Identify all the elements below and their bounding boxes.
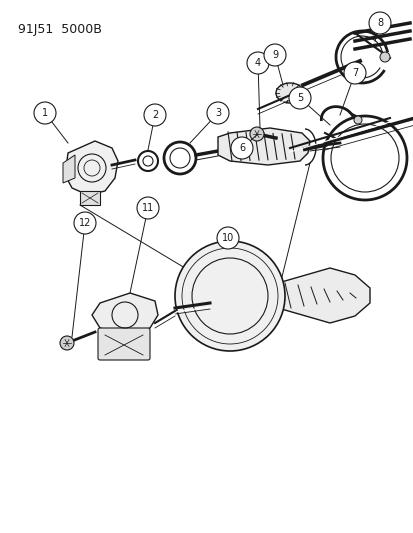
Text: 12: 12 [78, 218, 91, 228]
Text: 5: 5 [296, 93, 302, 103]
Text: 10: 10 [221, 233, 234, 243]
Polygon shape [277, 268, 369, 323]
Circle shape [60, 336, 74, 350]
Text: 1: 1 [42, 108, 48, 118]
Circle shape [368, 12, 390, 34]
Circle shape [247, 52, 268, 74]
Text: 2: 2 [152, 110, 158, 120]
Text: 6: 6 [238, 143, 244, 153]
Circle shape [144, 104, 166, 126]
FancyBboxPatch shape [98, 328, 150, 360]
Text: 8: 8 [376, 18, 382, 28]
Polygon shape [65, 141, 118, 195]
Circle shape [249, 127, 263, 141]
Circle shape [206, 102, 228, 124]
Text: 11: 11 [142, 203, 154, 213]
Circle shape [263, 44, 285, 66]
Circle shape [137, 197, 159, 219]
Polygon shape [80, 191, 100, 205]
Text: 9: 9 [271, 50, 278, 60]
Ellipse shape [275, 83, 303, 103]
Circle shape [343, 62, 365, 84]
Circle shape [74, 212, 96, 234]
Text: 91J51  5000B: 91J51 5000B [18, 23, 102, 36]
Circle shape [34, 102, 56, 124]
Circle shape [216, 227, 238, 249]
Circle shape [230, 137, 252, 159]
Text: 3: 3 [214, 108, 221, 118]
Circle shape [353, 116, 361, 124]
Circle shape [288, 87, 310, 109]
Text: 4: 4 [254, 58, 261, 68]
Polygon shape [63, 155, 75, 183]
Circle shape [379, 52, 389, 62]
Circle shape [175, 241, 284, 351]
Text: 7: 7 [351, 68, 357, 78]
Polygon shape [92, 293, 158, 335]
Polygon shape [218, 128, 309, 165]
